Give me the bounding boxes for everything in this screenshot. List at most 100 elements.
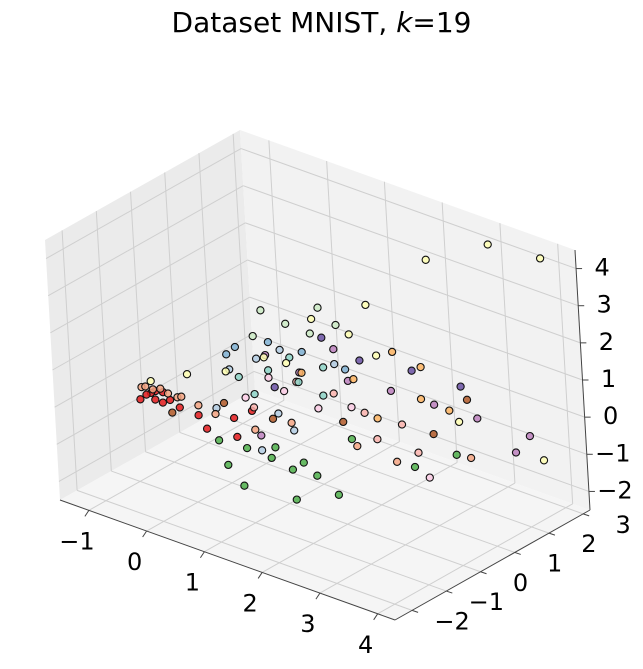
y-tick-mark [411,609,419,613]
grid-x-floor [88,399,285,511]
scatter-point [182,370,192,379]
scatter-point [281,319,290,328]
z-tick-label: 4 [594,254,609,282]
y-tick-mark [446,590,453,594]
scatter-point [387,347,397,357]
z-tick-label: 1 [601,365,616,393]
grid-x-floor [204,441,400,553]
data-points [136,240,549,504]
scatter-point [319,391,328,400]
y-axis-line [394,509,591,621]
grid-x-floor [146,420,342,532]
scatter-point [168,408,177,417]
scatter-point [329,345,338,354]
grid-z-left [52,259,248,371]
grid-x-floor [261,461,458,573]
y-tick-mark [548,532,556,536]
grid-z-back [249,296,585,418]
scatter-point [299,458,308,467]
grid-z-back [247,259,583,381]
scatter-point [251,354,261,363]
y-tick-mark [480,571,487,575]
scatter-point [297,368,306,377]
scatter-point [462,395,472,404]
z-tick-label: 2 [599,328,614,356]
scatter-point [314,404,323,413]
scatter-point [175,403,184,412]
scatter-point [142,390,151,399]
scatter-point [392,457,402,466]
grid-z-left [47,185,244,297]
scatter-point [288,465,298,474]
scatter-point [248,331,257,341]
x-tick-mark [84,510,90,517]
y-tick-label: −1 [469,588,504,616]
z-tick-label: 3 [597,291,612,319]
x-tick-mark [373,613,379,621]
scatter-point [454,417,464,427]
scatter-point [410,462,420,472]
scatter-point [177,392,186,401]
scatter-point [222,350,231,359]
scatter-point [317,333,326,342]
scatter-point [407,366,416,375]
scatter-point [535,254,545,263]
scatter-point [221,367,230,376]
z-tick-label: −1 [595,439,630,467]
scatter-point [136,395,145,404]
scatter-point [452,450,461,459]
x-tick-mark [142,530,148,538]
scatter-point [416,362,425,372]
scatter-point [397,420,407,429]
scatter-point [194,401,203,410]
scatter-point [347,434,357,444]
scatter-point [151,395,160,404]
scatter-point [313,471,322,480]
scatter-point [313,303,322,312]
grid-z-back [243,185,579,307]
grid-x-floor [377,503,573,615]
scatter-point [234,372,243,382]
x-tick-label: 2 [243,589,258,617]
scatter-point [267,453,276,463]
x-tick-label: 1 [185,569,200,597]
x-tick-label: −1 [59,527,94,555]
scatter-point [414,448,423,457]
scatter-point [146,376,155,386]
scatter-point [292,495,301,504]
axis-lines [59,249,595,621]
scatter-point [264,373,273,382]
scatter-point [525,431,535,441]
scatter-point [156,384,165,393]
y-tick-label: −2 [434,607,469,635]
scatter-point [141,382,150,391]
scatter-point [229,413,239,423]
grid-y-floor [179,431,515,553]
z-tick-label: −2 [597,476,632,504]
scatter-point [257,446,267,455]
scatter-point [263,366,273,375]
scatter-point [429,429,438,439]
scatter-point [371,351,381,360]
scatter-point [473,414,482,423]
grid-z-back [245,222,581,344]
x-tick-label: 4 [358,631,373,659]
scatter-point [268,414,278,423]
chart-title-suffix: =19 [412,6,472,39]
scatter-point [271,443,280,452]
grid-lines [45,133,590,615]
scatter-point [429,400,439,409]
y-tick-label: 1 [547,550,562,578]
scatter-point [158,398,168,407]
grid-z-left [45,148,242,260]
scatter-point [270,383,279,392]
chart-title: Dataset MNIST, k=19 [0,6,643,39]
scatter-point [416,394,426,404]
scatter-point [456,382,465,391]
scatter-point [360,408,369,417]
grid-x-floor [319,482,516,594]
x-tick-label: 0 [127,548,142,576]
scatter-point [445,406,454,415]
scatter-point [211,409,220,419]
x-tick-label: 3 [300,610,315,638]
